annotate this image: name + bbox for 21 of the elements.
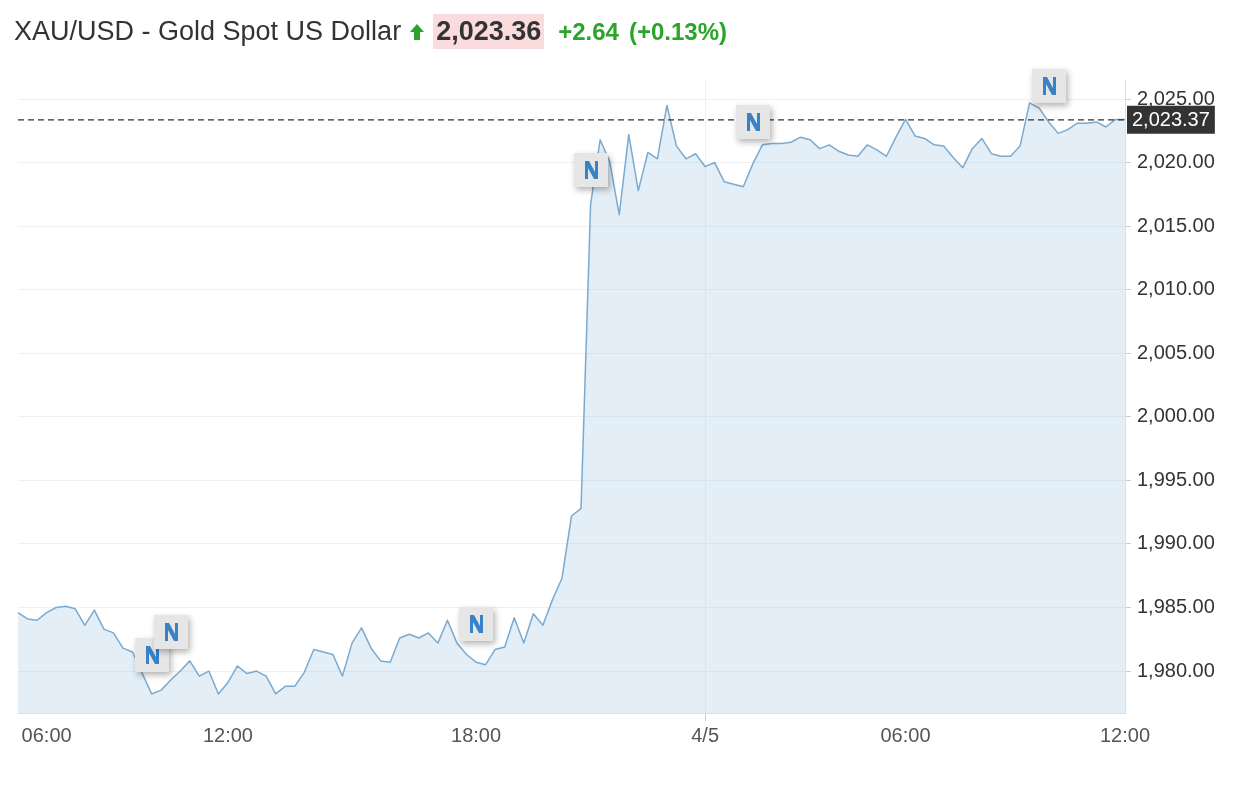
y-tick-label: 1,990.00: [1137, 531, 1215, 554]
y-tick-label: 2,010.00: [1137, 277, 1215, 300]
y-tick-label: 1,995.00: [1137, 467, 1215, 490]
y-tick-label: 2,005.00: [1137, 340, 1215, 363]
y-tick-label: 1,985.00: [1137, 595, 1215, 618]
x-tick-label: 12:00: [1099, 723, 1151, 746]
text: (+0.13%): [628, 17, 728, 46]
text: 2,023.36: [433, 14, 545, 49]
y-tick-label: 1,980.00: [1137, 658, 1215, 681]
text: +2.64: [558, 17, 619, 46]
ref-line-label: 2,023.37: [1132, 108, 1210, 131]
y-tick-label: 2,015.00: [1137, 213, 1215, 236]
x-tick-label: 4/5: [691, 723, 720, 746]
x-tick-label: 18:00: [451, 723, 502, 746]
x-tick-label: 12:00: [202, 723, 253, 746]
chart-title: XAU/USD - Gold Spot US Dollar: [14, 16, 402, 47]
y-tick-label: 2,020.00: [1137, 150, 1215, 173]
x-tick-label: 06:00: [880, 723, 931, 746]
y-tick-label: 2,000.00: [1137, 404, 1215, 427]
x-tick-label: 06:00: [21, 723, 72, 746]
y-tick-label: 2,025.00: [1137, 86, 1215, 109]
